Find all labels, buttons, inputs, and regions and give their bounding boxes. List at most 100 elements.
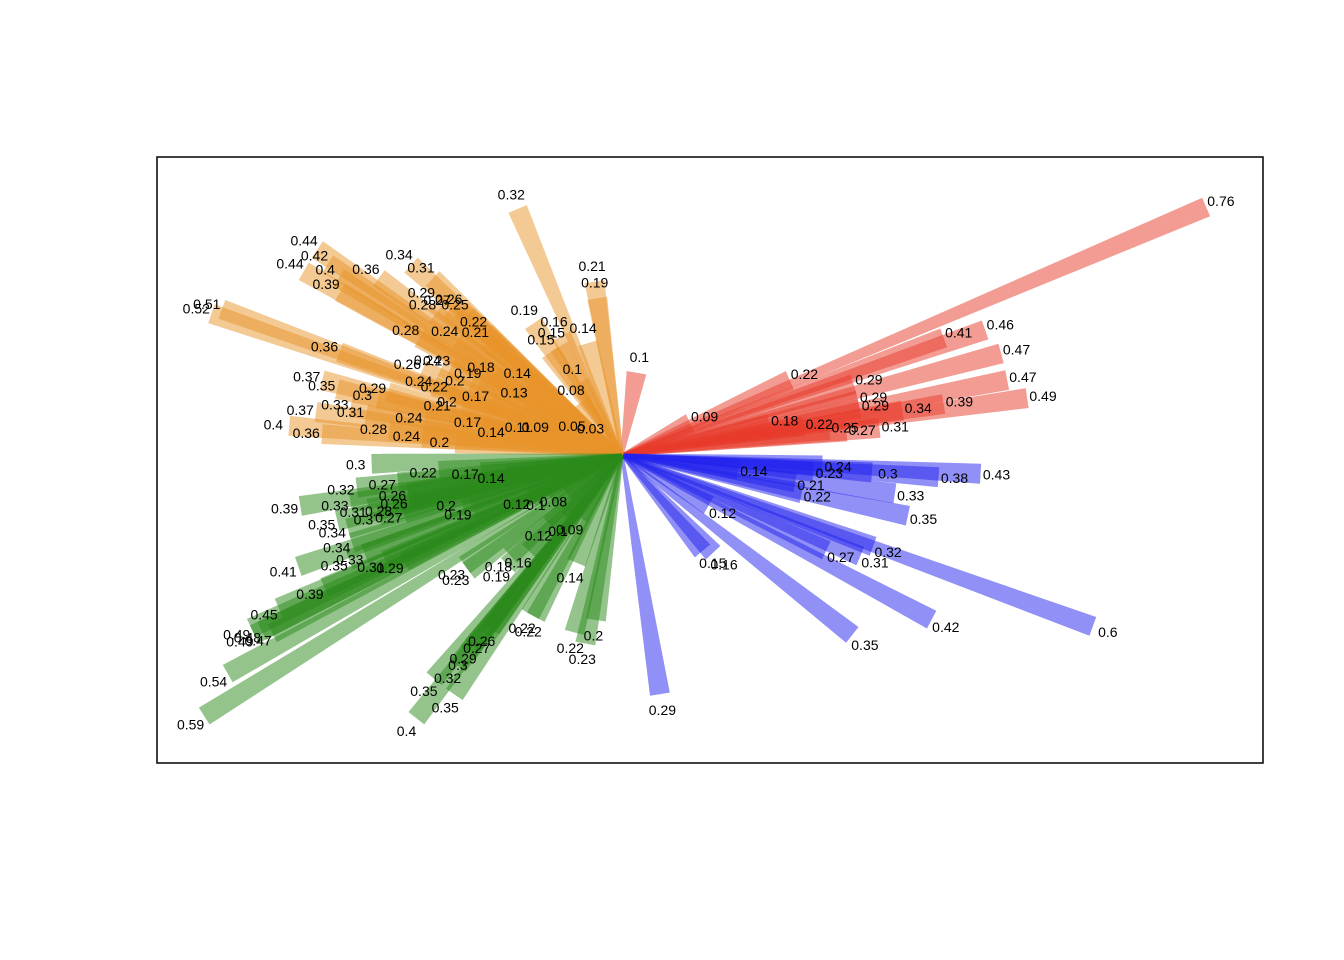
bar-label-orange-35: 0.15 — [538, 325, 565, 341]
bar-label-orange-12: 0.37 — [293, 368, 320, 384]
bar-label-green-33: 0.27 — [463, 640, 490, 656]
bar-label-blue-7: 0.38 — [941, 470, 968, 486]
bar-label-blue-16: 0.23 — [816, 465, 843, 481]
bar-label-orange-29: 0.21 — [462, 324, 489, 340]
bar-label-orange-11: 0.36 — [311, 339, 338, 355]
bar-label-green-19: 0.31 — [357, 559, 384, 575]
bar-label-green-12: 0.32 — [327, 482, 354, 498]
bar-label-orange-50: 0.1 — [563, 361, 583, 377]
bar-label-red-2: 0.29 — [855, 372, 882, 388]
bar-label-orange-21: 0.28 — [360, 421, 387, 437]
bar-green-1 — [222, 453, 623, 683]
bar-label-orange-54: 0.24 — [393, 428, 420, 444]
bar-label-green-30: 0.32 — [434, 670, 461, 686]
bar-label-blue-17: 0.21 — [797, 477, 824, 493]
bar-label-blue-3: 0.29 — [649, 702, 676, 718]
bar-label-red-3: 0.41 — [945, 324, 972, 340]
bar-label-green-2: 0.49 — [223, 627, 250, 643]
bar-label-red-6: 0.47 — [1009, 369, 1036, 385]
bar-label-orange-44: 0.18 — [467, 359, 494, 375]
bar-label-green-36: 0.22 — [557, 640, 584, 656]
bar-green-48 — [560, 454, 624, 526]
bar-label-red-4: 0.46 — [987, 317, 1014, 333]
bar-label-green-31: 0.3 — [448, 657, 468, 673]
bar-label-blue-11: 0.3 — [878, 466, 898, 482]
bar-label-blue-15: 0.22 — [804, 489, 831, 505]
bar-label-green-29: 0.35 — [410, 683, 437, 699]
bar-label-orange-38: 0.24 — [414, 352, 441, 368]
bar-label-orange-55: 0.2 — [430, 434, 450, 450]
bar-label-green-40: 0.14 — [556, 569, 583, 585]
bar-label-orange-3: 0.42 — [301, 247, 328, 263]
bar-label-orange-27: 0.24 — [431, 323, 458, 339]
bar-label-orange-49: 0.13 — [500, 385, 527, 401]
bar-label-green-56: 0.08 — [540, 493, 567, 509]
bar-red-4 — [621, 320, 989, 457]
bar-label-orange-33: 0.16 — [540, 314, 567, 330]
bar-label-green-15: 0.35 — [321, 558, 348, 574]
bar-label-green-9: 0.39 — [296, 586, 323, 602]
bar-label-green-10: 0.35 — [308, 516, 335, 532]
bar-green-40 — [567, 454, 624, 567]
bar-label-green-24: 0.26 — [379, 488, 406, 504]
bar-label-orange-15: 0.37 — [287, 402, 314, 418]
bar-label-green-39: 0.22 — [515, 623, 542, 639]
bar-label-green-14: 0.34 — [319, 525, 346, 541]
bar-green-37 — [586, 454, 624, 622]
bar-label-orange-22: 0.29 — [408, 285, 435, 301]
bar-blue-19 — [621, 453, 740, 480]
bar-label-orange-51: 0.08 — [557, 382, 584, 398]
bar-label-blue-18: 0.12 — [709, 505, 736, 521]
bar-label-blue-1: 0.42 — [932, 619, 959, 635]
bar-label-blue-10: 0.33 — [897, 488, 924, 504]
bar-label-orange-52: 0.2 — [437, 394, 457, 410]
bar-label-orange-26: 0.25 — [441, 297, 468, 313]
bar-label-orange-39: 0.23 — [423, 353, 450, 369]
bar-label-red-13: 0.27 — [848, 422, 875, 438]
bar-label-green-5: 0.48 — [234, 630, 261, 646]
plot-frame — [156, 156, 1264, 764]
bar-label-orange-18: 0.29 — [359, 380, 386, 396]
bar-red-18 — [621, 414, 695, 457]
bar-label-orange-61: 0.03 — [577, 421, 604, 437]
bar-blue-8 — [621, 453, 877, 556]
bar-label-green-20: 0.29 — [376, 560, 403, 576]
bar-label-green-1: 0.54 — [200, 673, 227, 689]
bar-blue-13 — [620, 454, 711, 558]
bar-label-red-12: 0.31 — [882, 418, 909, 434]
bar-label-orange-20: 0.31 — [337, 404, 364, 420]
bar-label-red-16: 0.18 — [771, 412, 798, 428]
bar-label-orange-7: 0.36 — [352, 261, 379, 277]
bar-green-36 — [564, 454, 624, 635]
bar-label-orange-24: 0.28 — [409, 297, 436, 313]
bar-label-green-17: 0.31 — [340, 504, 367, 520]
bar-label-red-0: 0.76 — [1207, 193, 1234, 209]
bar-label-green-34: 0.26 — [468, 633, 495, 649]
bar-label-orange-36: 0.15 — [527, 331, 554, 347]
bar-label-orange-53: 0.24 — [395, 409, 422, 425]
bar-label-green-35: 0.23 — [569, 651, 596, 667]
bar-label-green-0: 0.59 — [177, 717, 204, 733]
bar-label-blue-5: 0.35 — [910, 511, 937, 527]
bar-label-orange-14: 0.4 — [264, 417, 284, 433]
bar-label-blue-2: 0.35 — [851, 637, 878, 653]
bar-label-green-45: 0.16 — [504, 555, 531, 571]
bar-label-green-50: 0.17 — [452, 466, 479, 482]
bar-label-orange-2: 0.44 — [290, 233, 317, 249]
bar-label-orange-60: 0.05 — [558, 418, 585, 434]
bar-label-orange-28: 0.22 — [460, 313, 487, 329]
bar-label-green-32: 0.29 — [449, 650, 476, 666]
bar-label-blue-8: 0.32 — [874, 544, 901, 560]
bar-label-orange-34: 0.14 — [569, 320, 596, 336]
bar-label-red-5: 0.47 — [1003, 341, 1030, 357]
bar-label-green-28: 0.35 — [432, 700, 459, 716]
bar-label-orange-16: 0.36 — [293, 425, 320, 441]
bar-green-56 — [561, 453, 623, 501]
bar-label-orange-57: 0.14 — [477, 424, 504, 440]
bar-label-green-23: 0.27 — [375, 510, 402, 526]
bar-label-orange-23: 0.27 — [423, 292, 450, 308]
bar-label-red-14: 0.25 — [831, 420, 858, 436]
bar-label-green-4: 0.47 — [244, 632, 271, 648]
bar-label-green-18: 0.3 — [346, 456, 366, 472]
bar-label-blue-0: 0.6 — [1098, 624, 1118, 640]
